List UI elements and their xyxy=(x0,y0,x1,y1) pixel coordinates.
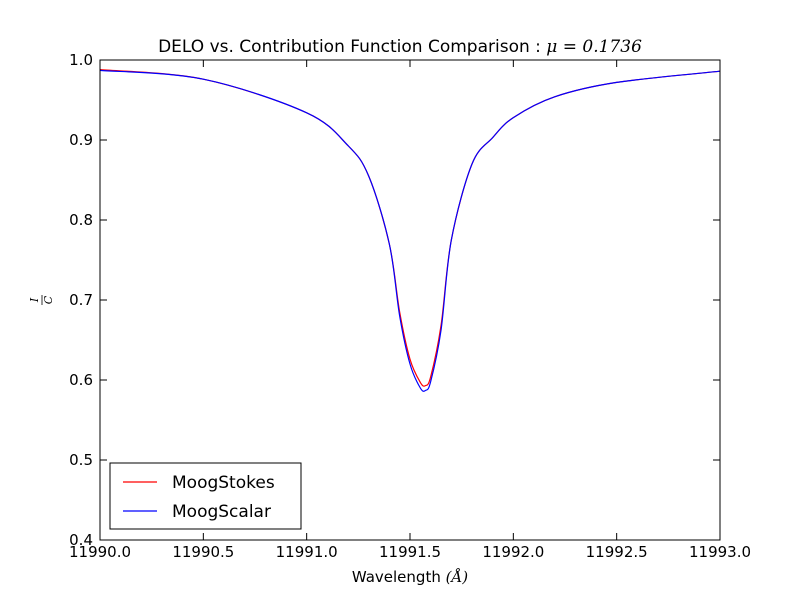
legend-label-moogstokes: MoogStokes xyxy=(172,473,275,493)
y-axis-label-numerator: I xyxy=(28,297,41,303)
legend: MoogStokes MoogScalar xyxy=(109,462,302,530)
y-tick-label: 0.8 xyxy=(69,211,93,229)
x-tick-label: 11991.0 xyxy=(276,543,338,561)
y-tick-label: 1.0 xyxy=(69,51,93,69)
x-tick-label: 11991.5 xyxy=(379,543,441,561)
y-axis-label-denominator: C xyxy=(42,295,55,304)
y-tick-label: 0.5 xyxy=(69,451,93,469)
y-tick-label: 0.9 xyxy=(69,131,93,149)
x-tick-label: 11992.0 xyxy=(482,543,544,561)
y-tick-label: 0.4 xyxy=(69,531,93,549)
legend-box xyxy=(109,462,302,530)
y-tick-label: 0.7 xyxy=(69,291,93,309)
x-tick-label: 11990.5 xyxy=(172,543,234,561)
x-tick-label: 11990.0 xyxy=(69,543,131,561)
y-axis-ticks: 0.4 0.5 0.6 0.7 0.8 0.9 1.0 xyxy=(69,51,720,549)
y-tick-label: 0.6 xyxy=(69,371,93,389)
x-axis-label: Wavelength (Å) xyxy=(352,568,468,586)
legend-label-moogscalar: MoogScalar xyxy=(172,502,271,522)
x-axis-ticks: 11990.0 11990.5 11991.0 11991.5 11992.0 11992… xyxy=(69,60,751,561)
y-axis-label: I C xyxy=(28,295,55,305)
x-tick-label: 11993.0 xyxy=(689,543,751,561)
plot-lines xyxy=(99,69,721,392)
chart-title: DELO vs. Contribution Function Compariso… xyxy=(158,37,642,57)
x-tick-label: 11992.5 xyxy=(586,543,648,561)
series-line-moogscalar xyxy=(99,69,721,392)
